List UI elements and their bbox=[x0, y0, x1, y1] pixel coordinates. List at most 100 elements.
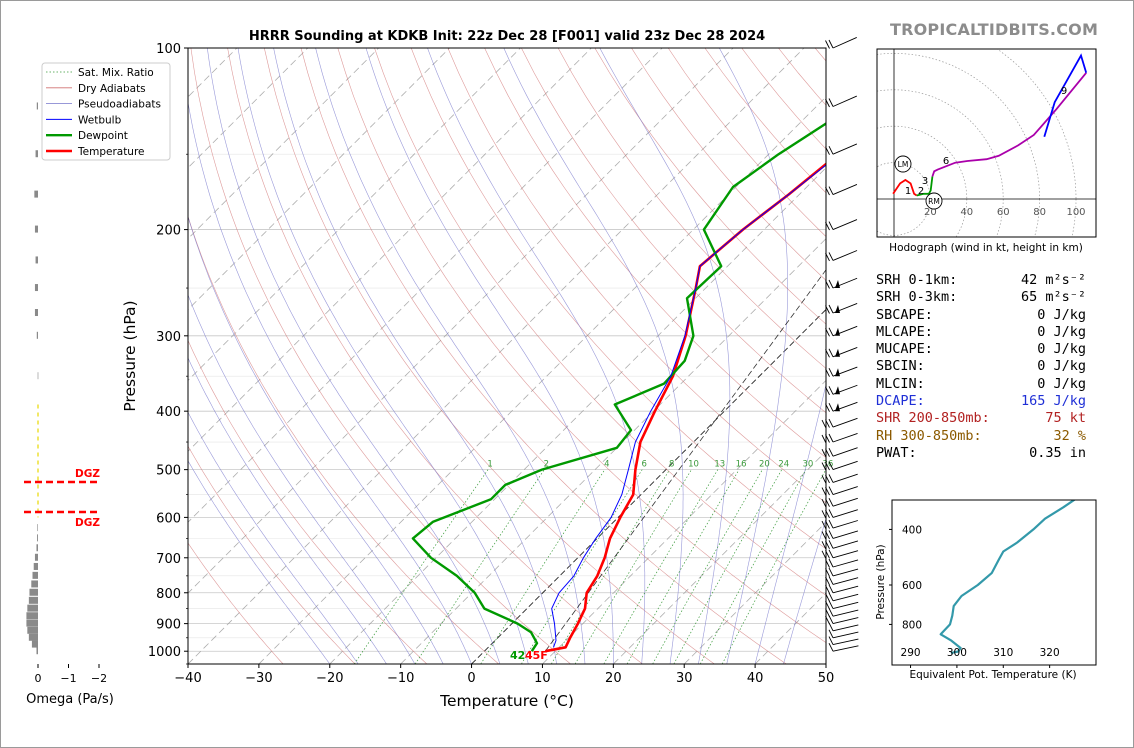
legend-entry: Pseudoadiabats bbox=[78, 99, 161, 111]
mixing-ratio-line bbox=[354, 469, 489, 664]
wind-barb bbox=[825, 347, 858, 358]
wind-barb bbox=[825, 401, 858, 412]
barb-staff bbox=[832, 509, 858, 518]
hodograph-segment bbox=[892, 178, 918, 197]
hodograph-grid bbox=[877, 49, 1096, 237]
isotherm bbox=[188, 48, 592, 452]
barb-feather bbox=[821, 550, 827, 560]
y-tick-label: 300 bbox=[156, 330, 181, 345]
barb-staff bbox=[832, 631, 859, 639]
dry-adiabat bbox=[188, 542, 284, 664]
isotherm bbox=[613, 450, 826, 664]
barb-pennant bbox=[835, 280, 840, 288]
storm-motion-marker bbox=[894, 155, 912, 173]
wind-barb bbox=[825, 592, 859, 602]
y-tick-label: 600 bbox=[156, 511, 181, 526]
wind-barb bbox=[825, 384, 858, 396]
isotherm bbox=[683, 521, 826, 664]
barb-pennant bbox=[835, 386, 840, 395]
wind-barb bbox=[825, 37, 857, 49]
barb-feather bbox=[825, 550, 830, 559]
wind-barb bbox=[825, 615, 859, 625]
pseudoadiabat bbox=[188, 215, 444, 664]
barb-pennant bbox=[835, 348, 840, 357]
barb-feather bbox=[828, 461, 834, 470]
barb-staff bbox=[832, 460, 858, 471]
wind-barb bbox=[825, 143, 858, 155]
reference-dashed-line bbox=[544, 269, 826, 652]
param-label: SRH 0-3km: bbox=[876, 289, 958, 306]
barb-feather bbox=[828, 497, 834, 507]
pseudoadiabat bbox=[503, 48, 684, 664]
barb-staff bbox=[832, 617, 859, 625]
wind-barb bbox=[821, 460, 858, 471]
barb-feather bbox=[825, 328, 830, 337]
mixing-ratio-line bbox=[603, 469, 719, 664]
mixing-ratio-label: 2 bbox=[544, 460, 549, 470]
theta-e-x-tick-label: 310 bbox=[993, 647, 1013, 659]
legend-entry: Dewpoint bbox=[78, 130, 128, 142]
barb-feather bbox=[825, 186, 830, 196]
barb-feather bbox=[828, 145, 834, 155]
sounding-parameters: SRH 0-1km: 42 m²s⁻² SRH 0-3km: 65 m²s⁻² SBCA… bbox=[876, 272, 1096, 462]
barb-feather bbox=[828, 474, 834, 483]
dry-adiabat bbox=[264, 48, 715, 664]
wind-barb bbox=[825, 567, 859, 577]
param-label: SBCIN: bbox=[876, 358, 925, 375]
pseudoadiabat bbox=[188, 293, 416, 664]
dry-adiabat bbox=[188, 445, 356, 664]
wind-barb bbox=[825, 95, 857, 108]
barb-feather bbox=[828, 584, 834, 594]
y-tick-label: 100 bbox=[156, 42, 181, 57]
barb-feather bbox=[825, 568, 830, 577]
dry-adiabat bbox=[594, 48, 826, 325]
barb-feather bbox=[828, 186, 834, 195]
mixing-ratio-line bbox=[574, 469, 692, 664]
barb-staff bbox=[832, 577, 859, 585]
omega-bar bbox=[27, 626, 38, 634]
param-row: PWAT: 0.35 in bbox=[876, 445, 1096, 462]
barb-staff bbox=[832, 568, 859, 577]
theta-e-x-axis-label: Equivalent Pot. Temperature (K) bbox=[909, 669, 1076, 681]
x-tick-label: −20 bbox=[316, 671, 343, 686]
legend-entry: Dry Adiabats bbox=[78, 83, 146, 95]
profile-dewpoint bbox=[411, 122, 826, 652]
omega-bar bbox=[34, 553, 38, 561]
isotherm bbox=[542, 379, 826, 664]
barb-feather bbox=[828, 418, 834, 428]
pseudoadiabat bbox=[783, 517, 826, 664]
barb-pennant bbox=[835, 305, 840, 313]
barb-feather bbox=[828, 558, 834, 568]
pseudoadiabat bbox=[315, 48, 586, 664]
barb-feather bbox=[828, 607, 834, 617]
mixing-ratio-label: 13 bbox=[714, 460, 725, 470]
barb-feather bbox=[828, 279, 834, 289]
barb-staff bbox=[832, 530, 859, 539]
mixing-ratio-line bbox=[521, 469, 643, 664]
isotherm bbox=[188, 48, 521, 382]
param-value: 75 kt bbox=[1045, 410, 1086, 427]
wind-barb bbox=[825, 219, 858, 231]
barb-staff bbox=[832, 486, 858, 496]
omega-bar bbox=[28, 633, 38, 641]
y-tick-label: 700 bbox=[156, 552, 181, 567]
x-axis-label: Temperature (°C) bbox=[439, 692, 574, 710]
barb-feather bbox=[825, 576, 830, 586]
barb-staff bbox=[832, 417, 858, 428]
x-tick-label: 50 bbox=[818, 671, 835, 686]
barb-feather bbox=[825, 305, 830, 314]
barb-staff bbox=[832, 447, 858, 457]
param-value: 42 m²s⁻² bbox=[1020, 272, 1086, 288]
omega-bar bbox=[28, 596, 38, 604]
y-axis-label: Pressure (hPa) bbox=[121, 300, 139, 411]
hodograph-panel: 20 40 60 80 100 1 23 6 9 LM RM Hodograph (wind in k… bbox=[876, 48, 1097, 254]
omega-bar bbox=[34, 225, 38, 233]
barb-feather bbox=[828, 519, 834, 529]
legend-entry: Sat. Mix. Ratio bbox=[78, 67, 154, 79]
wind-barb bbox=[825, 558, 859, 568]
y-tick-label: 800 bbox=[156, 587, 181, 602]
x-tick-label: 20 bbox=[605, 671, 622, 686]
barb-feather bbox=[828, 509, 834, 518]
omega-bar bbox=[37, 534, 38, 542]
theta-e-x-tick-label: 290 bbox=[901, 647, 921, 659]
